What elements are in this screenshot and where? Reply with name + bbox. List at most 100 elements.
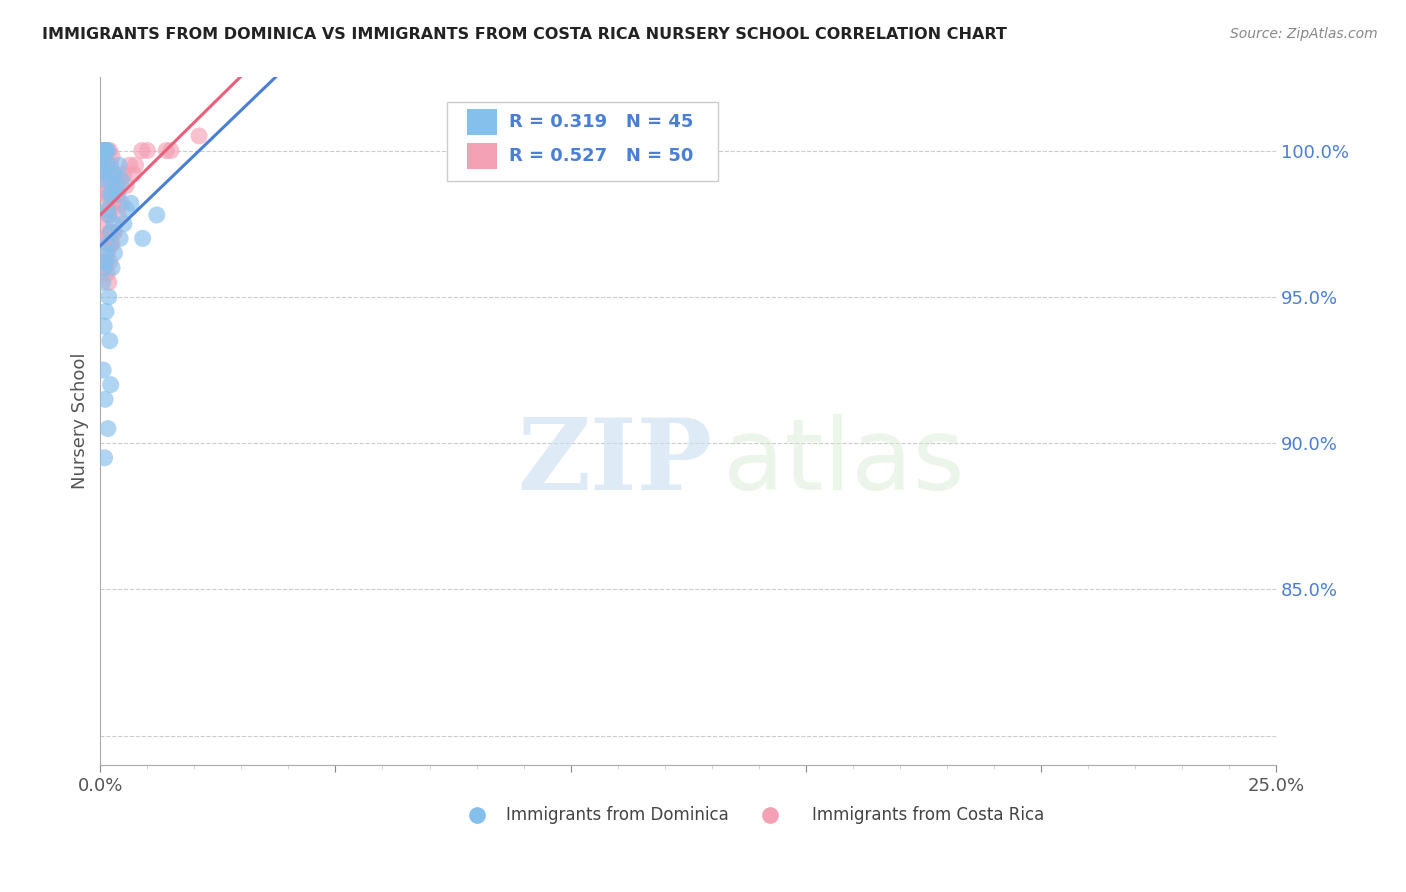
Point <box>103 246 125 260</box>
Point <box>91 144 114 158</box>
Point <box>107 187 129 202</box>
Point <box>97 158 120 172</box>
Point <box>91 144 114 158</box>
Point <box>94 304 117 318</box>
Point <box>97 275 120 289</box>
Point <box>131 231 153 245</box>
Point <box>94 246 117 260</box>
Point <box>93 260 115 275</box>
Point <box>94 173 117 187</box>
Point <box>96 202 118 216</box>
Point <box>131 144 153 158</box>
Y-axis label: Nursery School: Nursery School <box>72 353 89 490</box>
Point <box>94 158 117 172</box>
Point <box>94 173 117 187</box>
Point <box>97 208 120 222</box>
Point <box>100 237 122 252</box>
Point <box>98 334 121 348</box>
Point <box>100 237 122 252</box>
Point <box>98 226 121 240</box>
Text: Immigrants from Costa Rica: Immigrants from Costa Rica <box>811 805 1043 823</box>
Point <box>103 196 125 211</box>
Point <box>98 202 121 216</box>
Point <box>93 144 115 158</box>
Point <box>91 158 114 172</box>
Point <box>110 196 132 211</box>
Point <box>94 187 117 202</box>
Point <box>115 178 138 193</box>
Point <box>103 217 125 231</box>
Point <box>97 158 120 172</box>
Point <box>93 319 115 334</box>
Point <box>101 237 124 252</box>
Point <box>105 187 128 202</box>
Point <box>93 149 115 163</box>
Point <box>93 187 115 202</box>
Point <box>97 202 120 216</box>
Point <box>93 164 115 178</box>
Point <box>107 173 129 187</box>
Point <box>108 173 131 187</box>
Point <box>101 149 124 163</box>
Point <box>98 254 121 268</box>
Text: IMMIGRANTS FROM DOMINICA VS IMMIGRANTS FROM COSTA RICA NURSERY SCHOOL CORRELATIO: IMMIGRANTS FROM DOMINICA VS IMMIGRANTS F… <box>42 27 1007 42</box>
Point <box>146 208 169 222</box>
Point <box>94 392 117 407</box>
Point <box>188 128 211 143</box>
Point <box>96 267 118 281</box>
Text: R = 0.319   N = 45: R = 0.319 N = 45 <box>509 113 693 131</box>
Point <box>96 246 118 260</box>
Point <box>94 144 117 158</box>
Point <box>120 196 142 211</box>
Point <box>100 377 122 392</box>
Point <box>91 275 114 289</box>
Point <box>100 226 122 240</box>
Point <box>108 158 131 172</box>
Point <box>94 144 117 158</box>
Point <box>98 144 121 158</box>
Point <box>101 187 124 202</box>
Point <box>94 260 117 275</box>
Point <box>105 178 128 193</box>
Point <box>122 167 145 181</box>
Point <box>104 187 127 202</box>
Point <box>100 158 122 172</box>
Point <box>107 208 129 222</box>
Point <box>98 187 121 202</box>
Point <box>94 254 117 268</box>
Point <box>96 144 118 158</box>
Text: ZIP: ZIP <box>517 414 711 511</box>
Point <box>160 144 183 158</box>
Point <box>110 173 132 187</box>
Point <box>94 144 117 158</box>
Point <box>136 144 159 158</box>
Point <box>93 450 115 465</box>
Point <box>97 208 120 222</box>
Point <box>103 167 125 181</box>
Text: Source: ZipAtlas.com: Source: ZipAtlas.com <box>1230 27 1378 41</box>
Point <box>103 167 125 181</box>
Point <box>112 217 135 231</box>
Point <box>100 226 122 240</box>
Point <box>115 202 138 216</box>
Point <box>124 158 146 172</box>
Point <box>91 363 114 377</box>
Point <box>100 173 122 187</box>
Point <box>96 144 118 158</box>
Point <box>94 144 117 158</box>
Point <box>93 149 115 163</box>
Point <box>94 217 117 231</box>
Point <box>108 231 131 245</box>
Point <box>94 231 117 245</box>
Point <box>97 421 120 435</box>
Point <box>101 260 124 275</box>
Point <box>97 290 120 304</box>
Point <box>118 158 141 172</box>
Point <box>94 254 117 268</box>
Text: R = 0.527   N = 50: R = 0.527 N = 50 <box>509 147 693 165</box>
Point <box>96 231 118 245</box>
FancyBboxPatch shape <box>447 102 717 180</box>
Point <box>155 144 177 158</box>
Text: atlas: atlas <box>724 414 965 511</box>
Point <box>96 237 118 252</box>
